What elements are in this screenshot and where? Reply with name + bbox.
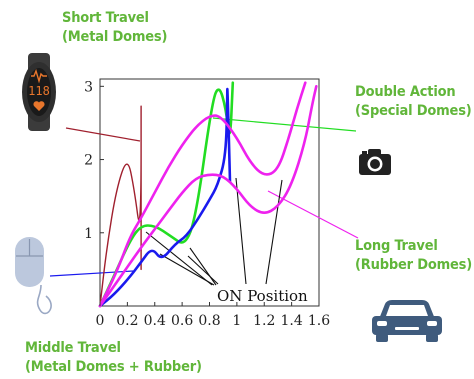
x-tick-label: 0.6 [171,313,193,329]
x-tick-label: 1 [232,313,241,329]
car-icon [372,300,442,342]
x-tick-label: 1.2 [253,313,275,329]
x-tick-label: 1.4 [280,313,302,329]
leader-long-travel [267,190,359,239]
camera-icon [359,149,391,175]
y-tick-label: 3 [84,79,93,95]
x-tick-label: 0.4 [144,313,166,329]
label-long-travel: Long Travel (Rubber Domes) [355,238,472,273]
series-layer [98,81,318,308]
watch-reading: 118 [28,84,50,98]
ticks-layer: 0 0.2 0.4 0.6 0.8 1 1.2 1.4 1.6 1 2 3 [84,79,330,329]
label-middle-travel: Middle Travel (Metal Domes + Rubber) [25,340,202,375]
mouse-icon [15,237,52,315]
series-line-long_lower [98,85,318,308]
label-short-travel: Short Travel (Metal Domes) [62,10,168,45]
x-tick-label: 0.8 [198,313,220,329]
leader-short-travel [65,127,141,142]
y-tick-label: 1 [84,226,93,242]
x-tick-label: 0 [96,313,105,329]
series-line-middle [98,87,232,308]
y-tick-label: 2 [84,153,93,169]
x-tick-label: 0.2 [116,313,138,329]
on-position-label: ON Position [217,287,308,305]
series-line-long_upper [98,81,307,308]
label-double-action: Double Action (Special Domes) [355,84,472,119]
leader-middle-travel [49,270,134,277]
series-line-short [99,105,142,307]
smartwatch-icon: 118 [22,53,56,131]
x-tick-label: 1.6 [308,313,330,329]
leader-double-action [212,117,357,132]
on-position-pointers [145,177,283,286]
